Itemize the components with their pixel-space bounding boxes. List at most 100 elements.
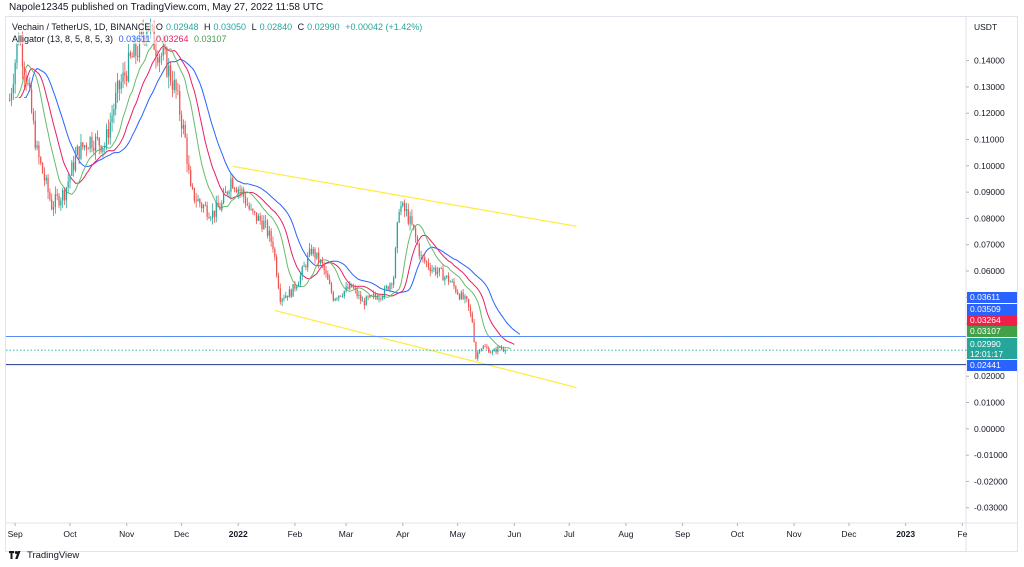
candle-body [504, 350, 506, 352]
candle-body [435, 268, 437, 275]
alligator-jaw-line [24, 58, 521, 335]
candle-body [398, 212, 400, 223]
candle-body [105, 128, 108, 146]
x-tick-label: Aug [618, 529, 633, 539]
candle-body [138, 36, 141, 58]
candle-body [32, 112, 35, 121]
candle-body [374, 294, 377, 297]
candle-body [91, 137, 93, 149]
candle-body [166, 49, 168, 77]
candle-body [252, 208, 254, 212]
candle-body [235, 189, 238, 193]
candle-body [237, 189, 239, 193]
open-value: 0.02948 [165, 22, 199, 32]
candle-body [265, 220, 267, 222]
candle-body [275, 256, 278, 276]
candle-body [228, 191, 230, 194]
candle-body [76, 146, 78, 156]
candle-body [204, 205, 206, 207]
candle-body [71, 162, 73, 176]
candle-body [352, 286, 355, 289]
candle-body [325, 270, 327, 274]
candle-body [169, 65, 172, 82]
candle-body [30, 88, 33, 113]
candle-body [213, 210, 216, 217]
candle-body [497, 346, 499, 353]
candle-body [188, 163, 190, 171]
candle-body [184, 124, 186, 138]
candle-body [82, 142, 84, 148]
candle-body [427, 262, 430, 268]
candle-body [266, 221, 269, 236]
candle-body [272, 241, 274, 249]
tradingview-logo-icon [9, 551, 21, 559]
candle-body [45, 177, 47, 181]
candle-body [60, 200, 62, 206]
candle-body [16, 43, 18, 63]
candle-body [197, 199, 199, 202]
y-tick-label: 0.13000 [974, 82, 1005, 92]
candle-body [126, 75, 128, 81]
current-price: 0.02990 [970, 339, 1001, 349]
candle-body [488, 347, 490, 353]
candle-body [312, 248, 314, 255]
x-tick-label: Dec [174, 529, 190, 539]
x-tick-label: Feb [288, 529, 303, 539]
candle-body [175, 79, 177, 91]
candle-body [219, 207, 221, 210]
x-tick-label: Jun [507, 529, 521, 539]
candle-body [12, 84, 14, 94]
y-tick-label: 0.10000 [974, 161, 1005, 171]
candle-body [493, 349, 495, 352]
candle-body [27, 82, 29, 85]
candle-body [34, 120, 36, 149]
footer-brand[interactable]: TradingView [9, 550, 79, 561]
alligator-lips-line [15, 36, 511, 350]
candle-body [224, 191, 227, 193]
candle-body [393, 277, 395, 285]
candle-body [310, 248, 313, 255]
candle-body [464, 296, 466, 299]
y-tick-label: 0.01000 [974, 398, 1005, 408]
candle-body [413, 224, 415, 229]
candle-body [360, 295, 362, 301]
candle-body [336, 298, 338, 300]
close-label: C [297, 22, 305, 32]
candle-body [307, 255, 309, 268]
candle-body [361, 300, 364, 302]
candle-body [440, 267, 442, 269]
candle-body [173, 79, 175, 90]
candle-body [382, 296, 384, 299]
alligator-legend: Alligator (13, 8, 5, 8, 5, 3) 0.03611 0.… [12, 34, 230, 44]
candle-body [480, 348, 483, 351]
y-tick-label: -0.02000 [974, 476, 1008, 486]
candle-body [56, 194, 58, 196]
candle-body [208, 216, 210, 219]
candle-body [259, 215, 261, 221]
candle-body [133, 43, 135, 58]
candle-body [94, 136, 97, 151]
candle-body [363, 300, 366, 306]
candle-body [294, 284, 296, 289]
footer-brand-text: TradingView [27, 550, 80, 561]
symbol-name[interactable]: Vechain / TetherUS, 1D, BINANCE [12, 22, 151, 32]
candle-body [330, 283, 333, 293]
candle-body [466, 296, 468, 299]
x-tick-label: Dec [841, 529, 857, 539]
y-tick-label: 0.14000 [974, 56, 1005, 66]
candle-body [416, 237, 419, 244]
candle-body [171, 81, 174, 90]
candle-body [491, 351, 494, 353]
candle-body [299, 275, 302, 284]
candle-body [29, 82, 31, 89]
y-tick-label: 0.07000 [974, 240, 1005, 250]
alligator-label[interactable]: Alligator (13, 8, 5, 8, 5, 3) [12, 34, 114, 44]
candle-body [458, 294, 461, 300]
candle-body [98, 137, 100, 146]
candle-body [424, 257, 426, 262]
candle-body [206, 205, 208, 217]
candle-body [74, 155, 77, 171]
candle-body [246, 204, 249, 206]
candle-body [288, 289, 291, 298]
